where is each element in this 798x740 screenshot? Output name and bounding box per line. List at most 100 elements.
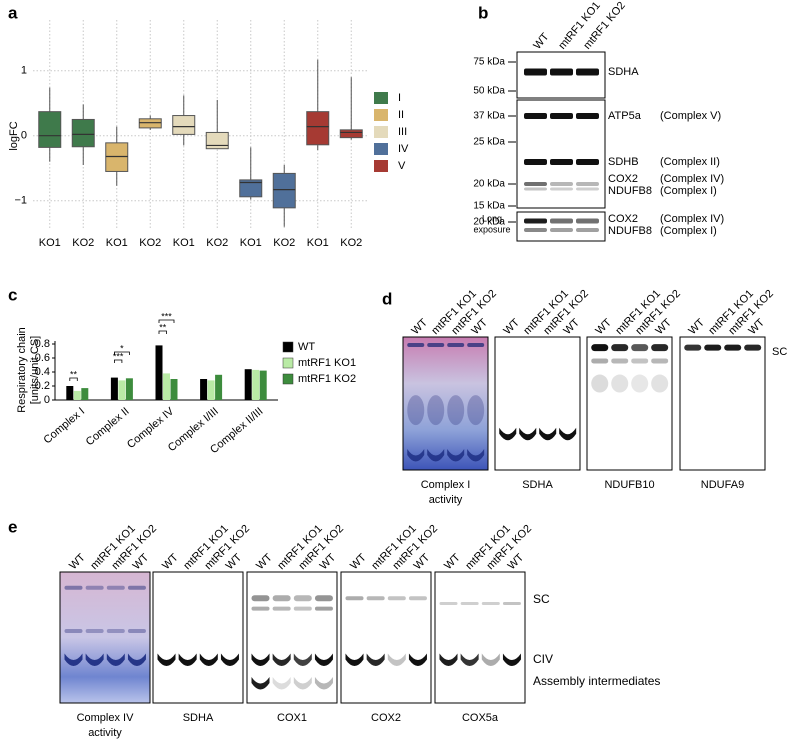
gel-band: [293, 653, 312, 666]
marker-label: 37 kDa: [473, 111, 505, 122]
gel-band: [407, 449, 425, 462]
gel-band: [272, 595, 291, 602]
gel-band: [591, 358, 609, 364]
band-protein: SDHA: [608, 66, 639, 78]
lane-label: WT: [531, 31, 551, 52]
lane-label: WT: [686, 316, 707, 337]
gel-band: [427, 395, 445, 426]
gel-band: [345, 596, 364, 601]
gel-band: [251, 606, 270, 611]
blot-band: [576, 187, 599, 191]
panel-label: e: [8, 517, 17, 536]
y-axis-label: [units/unit CS]: [29, 336, 41, 404]
gel-band: [314, 653, 333, 666]
legend-label: IV: [398, 143, 409, 155]
lane-label: WT: [501, 316, 522, 337]
gel-band: [127, 628, 146, 633]
gel-frame: [679, 336, 766, 471]
band-complex: (Complex II): [660, 156, 720, 168]
gel-band: [724, 344, 742, 351]
blot-band: [576, 228, 599, 232]
legend-label: II: [398, 109, 404, 121]
lane-label: WT: [160, 551, 181, 572]
band-protein: COX2: [608, 213, 638, 225]
gel-caption: activity: [429, 494, 463, 506]
gel-band: [427, 449, 445, 462]
x-tick-label: Complex I: [41, 405, 87, 446]
y-tick-label: −1: [14, 195, 27, 207]
box: [339, 129, 363, 139]
y-tick-label: 0.4: [35, 366, 50, 378]
blot-band: [524, 113, 547, 119]
long-exposure: Long: [482, 213, 502, 223]
gel-band: [631, 358, 649, 364]
y-axis-label: Respiratory chain: [16, 327, 28, 413]
gel-band: [631, 374, 649, 393]
gel-band: [272, 677, 291, 690]
band-protein: NDUFB8: [608, 185, 652, 197]
bar: [170, 379, 178, 400]
side-label: SC: [772, 346, 787, 358]
side-label: CIV: [533, 652, 553, 666]
gel-frame: [402, 336, 489, 471]
gel-band: [387, 653, 406, 666]
legend-label: mtRF1 KO1: [298, 357, 356, 369]
blot-band: [576, 113, 599, 119]
gel-band: [251, 595, 270, 602]
lane-label: WT: [593, 316, 614, 337]
x-tick-label: KO1: [39, 237, 61, 249]
band-complex: (Complex IV): [660, 213, 724, 225]
x-tick-label: KO1: [307, 237, 329, 249]
legend-label: I: [398, 92, 401, 104]
gel-band: [314, 595, 333, 602]
gel-band: [366, 596, 385, 601]
gel-band: [64, 653, 83, 666]
gel-band: [519, 427, 537, 441]
box: [306, 111, 330, 146]
gel-band: [387, 596, 406, 601]
side-label: Assembly intermediates: [533, 674, 660, 688]
bar: [244, 369, 252, 400]
gel-frame: [59, 571, 151, 704]
blot-band: [524, 68, 547, 76]
gel-frame: [340, 571, 432, 704]
x-tick-label: KO2: [273, 237, 295, 249]
bar: [252, 369, 260, 400]
legend-swatch: [282, 357, 294, 369]
marker-label: 25 kDa: [473, 137, 505, 148]
blot-band: [524, 159, 547, 165]
box: [205, 131, 229, 150]
significance-label: *: [120, 343, 124, 353]
gel-band: [559, 427, 577, 441]
legend-swatch: [282, 373, 294, 385]
gel-band: [427, 342, 445, 347]
significance-bracket: [114, 359, 123, 363]
legend-label: WT: [298, 341, 315, 353]
y-tick-label: 0: [21, 130, 27, 142]
gel-band: [408, 653, 427, 666]
gel-caption: SDHA: [522, 479, 553, 491]
gel-caption: activity: [88, 727, 122, 739]
legend-swatch: [282, 341, 294, 353]
band-complex: (Complex V): [660, 110, 721, 122]
gel-band: [407, 342, 425, 347]
gel-band: [251, 677, 270, 690]
panel-label: d: [382, 289, 392, 308]
gel-band: [293, 677, 312, 690]
significance-bracket: [158, 319, 175, 323]
gel-band: [651, 358, 669, 364]
legend-swatch: [374, 92, 388, 104]
blot-band: [524, 218, 547, 224]
significance-label: **: [159, 322, 167, 332]
band-protein: ATP5a: [608, 110, 642, 122]
legend-swatch: [374, 143, 388, 155]
gel-band: [199, 653, 218, 666]
band-protein: COX2: [608, 173, 638, 185]
gel-band: [106, 628, 125, 633]
gel-band: [439, 601, 458, 605]
marker-label: 75 kDa: [473, 57, 505, 68]
legend-swatch: [374, 109, 388, 121]
gel-band: [467, 449, 485, 462]
